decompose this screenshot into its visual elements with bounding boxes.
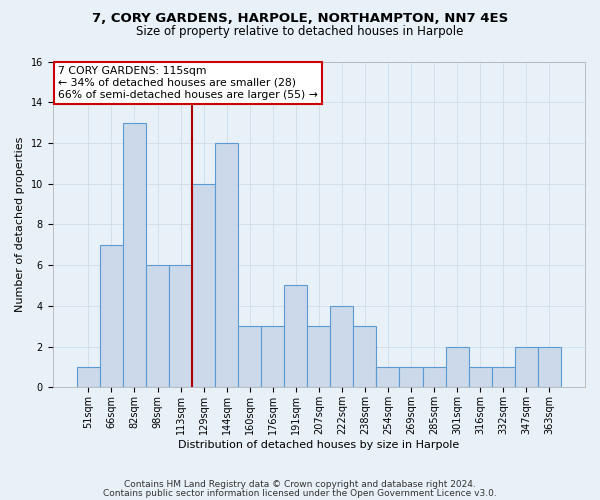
Bar <box>77 367 100 388</box>
Bar <box>400 367 422 388</box>
Bar <box>146 265 169 388</box>
Text: 7 CORY GARDENS: 115sqm
← 34% of detached houses are smaller (28)
66% of semi-det: 7 CORY GARDENS: 115sqm ← 34% of detached… <box>58 66 318 100</box>
Bar <box>538 346 561 388</box>
X-axis label: Distribution of detached houses by size in Harpole: Distribution of detached houses by size … <box>178 440 460 450</box>
Bar <box>123 122 146 388</box>
Bar <box>491 367 515 388</box>
Bar <box>353 326 376 388</box>
Bar <box>215 143 238 388</box>
Bar <box>284 286 307 388</box>
Bar <box>238 326 261 388</box>
Bar <box>100 245 123 388</box>
Bar <box>261 326 284 388</box>
Bar <box>331 306 353 388</box>
Bar <box>469 367 491 388</box>
Y-axis label: Number of detached properties: Number of detached properties <box>15 136 25 312</box>
Bar <box>376 367 400 388</box>
Text: 7, CORY GARDENS, HARPOLE, NORTHAMPTON, NN7 4ES: 7, CORY GARDENS, HARPOLE, NORTHAMPTON, N… <box>92 12 508 26</box>
Bar <box>307 326 331 388</box>
Text: Contains HM Land Registry data © Crown copyright and database right 2024.: Contains HM Land Registry data © Crown c… <box>124 480 476 489</box>
Bar <box>422 367 446 388</box>
Bar <box>446 346 469 388</box>
Bar <box>169 265 192 388</box>
Bar <box>515 346 538 388</box>
Bar <box>192 184 215 388</box>
Text: Size of property relative to detached houses in Harpole: Size of property relative to detached ho… <box>136 25 464 38</box>
Text: Contains public sector information licensed under the Open Government Licence v3: Contains public sector information licen… <box>103 488 497 498</box>
